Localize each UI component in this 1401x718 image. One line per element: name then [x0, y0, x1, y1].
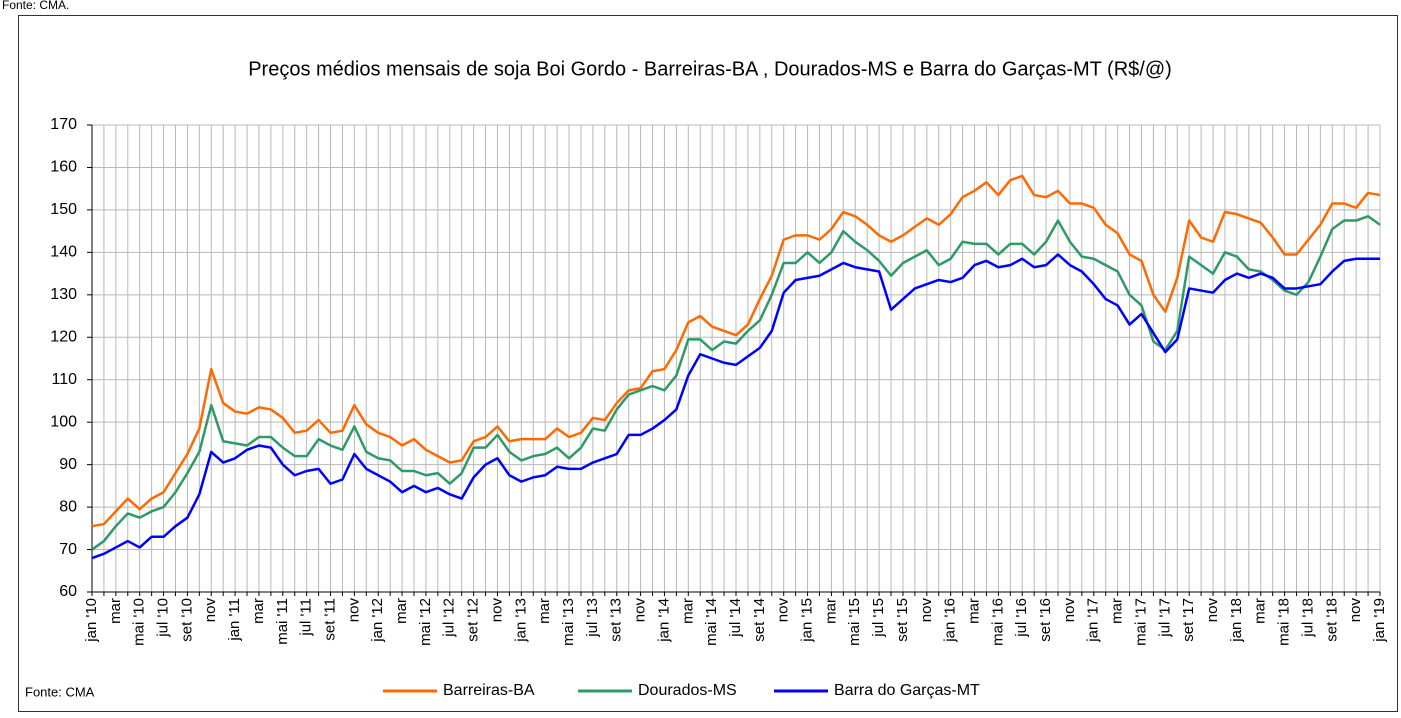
x-tick-label: jan '15	[799, 598, 816, 643]
x-tick-label: set '18	[1323, 598, 1340, 642]
y-tick-label: 170	[50, 116, 77, 133]
x-tick-label: mar	[107, 598, 124, 624]
x-tick-label: nov	[632, 598, 649, 623]
x-tick-label: mai '15	[846, 598, 863, 646]
y-tick-label: 150	[50, 201, 77, 218]
y-tick-label: 140	[50, 244, 77, 261]
x-tick-label: mai '17	[1132, 598, 1149, 646]
x-tick-label: set '16	[1037, 598, 1054, 642]
x-tick-label: jan '14	[655, 598, 672, 643]
x-tick-label: nov	[345, 598, 362, 623]
x-tick-label: jul '12	[441, 598, 458, 638]
y-tick-label: 70	[59, 541, 77, 558]
x-tick-label: mai '11	[274, 598, 291, 645]
x-tick-label: jul '15	[870, 598, 887, 638]
x-tick-label: set '10	[178, 598, 195, 642]
x-tick-label: set '13	[608, 598, 625, 642]
legend-label: Barreiras-BA	[443, 682, 535, 699]
x-tick-label: nov	[202, 598, 219, 623]
chart-frame	[18, 15, 1398, 712]
x-tick-label: set '11	[321, 598, 338, 641]
y-tick-label: 110	[51, 371, 77, 388]
x-tick-label: mai '10	[131, 598, 148, 646]
x-tick-label: jan '13	[512, 598, 529, 643]
x-tick-label: mai '16	[989, 598, 1006, 646]
x-tick-label: mar	[1109, 598, 1126, 624]
x-tick-label: mar	[393, 598, 410, 624]
source-top: Fonte: CMA.	[2, 0, 69, 12]
y-tick-label: 130	[50, 286, 77, 303]
x-tick-label: jan '11	[226, 598, 243, 642]
x-tick-label: set '12	[465, 598, 482, 642]
x-tick-label: nov	[488, 598, 505, 623]
x-tick-label: jan '16	[942, 598, 959, 643]
y-tick-label: 160	[50, 159, 77, 176]
x-tick-label: set '17	[1180, 598, 1197, 642]
x-tick-label: jan '12	[369, 598, 386, 643]
x-tick-label: mar	[1252, 598, 1269, 624]
series-line	[91, 174, 1381, 528]
x-tick-label: set '14	[751, 598, 768, 642]
x-tick-label: jan '18	[1228, 598, 1245, 643]
legend-label: Dourados-MS	[638, 682, 737, 699]
x-tick-label: jul '11	[298, 598, 315, 637]
x-tick-label: jul '16	[1013, 598, 1030, 638]
x-tick-label: nov	[775, 598, 792, 623]
chart-title: Preços médios mensais de soja Boi Gordo …	[248, 58, 1172, 80]
x-tick-label: jul '18	[1299, 598, 1316, 638]
x-tick-label: nov	[1347, 598, 1364, 623]
y-tick-label: 90	[59, 456, 77, 473]
x-tick-label: mai '14	[703, 598, 720, 646]
x-tick-label: mar	[679, 598, 696, 624]
x-tick-label: jul '17	[1156, 598, 1173, 638]
x-tick-label: jan '19	[1371, 598, 1388, 643]
x-tick-label: mar	[965, 598, 982, 624]
y-tick-label: 100	[50, 413, 77, 430]
source: Fonte: CMA	[25, 684, 95, 699]
x-tick-label: jul '10	[155, 598, 172, 638]
x-tick-label: jul '13	[584, 598, 601, 638]
x-tick-label: mai '18	[1276, 598, 1293, 646]
legend-label: Barra do Garças-MT	[834, 682, 980, 699]
x-tick-label: jan '17	[1085, 598, 1102, 643]
x-tick-label: nov	[1061, 598, 1078, 623]
x-tick-label: mar	[822, 598, 839, 624]
x-tick-label: mai '13	[560, 598, 577, 646]
x-tick-label: nov	[1204, 598, 1221, 623]
x-tick-label: nov	[918, 598, 935, 623]
y-tick-label: 120	[50, 328, 77, 345]
x-tick-label: jan '10	[83, 598, 100, 643]
series-line	[91, 253, 1380, 560]
x-tick-label: mar	[250, 598, 267, 624]
y-tick-label: 80	[59, 498, 77, 515]
x-tick-label: mai '12	[417, 598, 434, 646]
x-tick-label: jul '14	[727, 598, 744, 638]
x-tick-label: set '15	[894, 598, 911, 642]
x-tick-label: mar	[536, 598, 553, 624]
y-tick-label: 60	[59, 583, 77, 600]
